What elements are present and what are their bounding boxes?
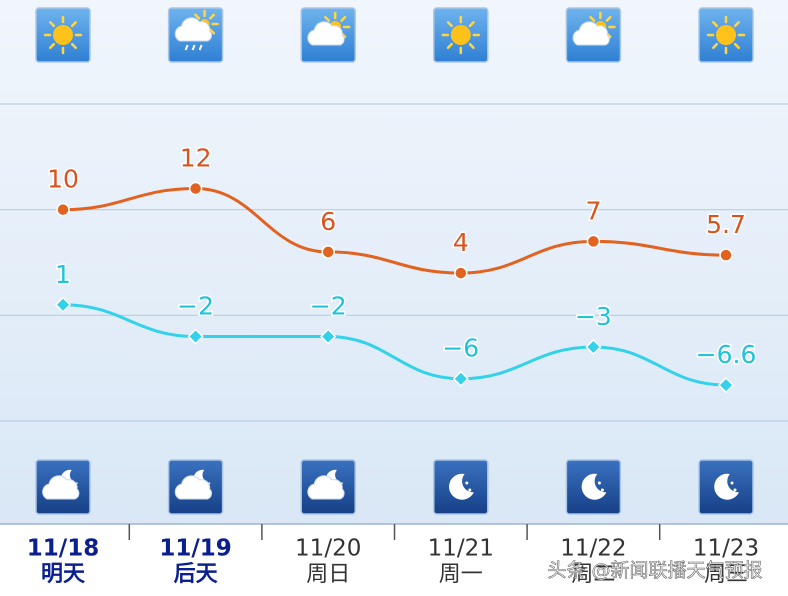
sun-ray	[468, 42, 475, 49]
sun-ray	[70, 42, 77, 49]
sun-ray	[49, 42, 56, 49]
temperature-line	[62, 303, 727, 387]
weather-icon	[565, 459, 622, 515]
value-label: 5.7	[706, 210, 746, 239]
weekday-label: 周日	[306, 562, 350, 587]
point	[717, 376, 735, 394]
weather-icon	[167, 459, 224, 515]
value-label: 4	[453, 228, 469, 257]
value-label: 6	[320, 207, 336, 236]
cloud	[307, 21, 345, 46]
star	[468, 488, 472, 492]
x-tick-label: 11/19	[159, 536, 231, 562]
weather-icon	[167, 7, 224, 63]
value-label: −6.6	[696, 340, 757, 369]
weather-icon	[35, 459, 91, 515]
point	[454, 266, 468, 280]
weather-icon	[698, 459, 754, 515]
x-tick-label: 11/23	[693, 536, 759, 562]
star	[465, 481, 469, 485]
sun-ray	[605, 15, 612, 22]
weather-icon	[300, 7, 356, 63]
moon	[581, 473, 607, 500]
value-label: −2	[177, 291, 214, 320]
value-label: 12	[180, 144, 212, 173]
star	[597, 481, 601, 485]
sun-ray	[712, 21, 719, 28]
x-tick-label: 11/21	[428, 536, 494, 562]
cloud	[174, 17, 212, 42]
sun-ray	[49, 21, 56, 28]
weather-icon	[698, 7, 754, 63]
cloud	[307, 475, 345, 500]
sun-ray	[209, 28, 216, 35]
point	[54, 296, 72, 313]
value-label: −3	[575, 302, 612, 331]
point	[56, 202, 70, 217]
moon	[714, 473, 739, 500]
weather-icon	[433, 7, 489, 63]
sun-ray	[209, 13, 216, 20]
weekday-label: 周三	[704, 562, 748, 587]
point	[320, 328, 337, 345]
sun	[53, 25, 73, 45]
point	[719, 248, 733, 262]
sun-ray	[733, 21, 740, 28]
cloud	[572, 21, 610, 46]
sun-ray	[194, 13, 201, 20]
rain-drop	[198, 44, 203, 51]
point	[188, 181, 203, 196]
sun-ray	[712, 42, 719, 49]
value-label: 1	[55, 260, 71, 289]
sun-ray	[446, 21, 453, 28]
weather-icon	[433, 459, 489, 515]
point	[187, 328, 204, 345]
rain-drop	[184, 44, 189, 51]
weekday-label: 周二	[571, 562, 615, 587]
cloud	[174, 475, 212, 500]
weekday-label: 周一	[439, 562, 483, 587]
sun	[450, 25, 471, 45]
x-tick-label: 11/18	[27, 536, 99, 562]
value-label: −6	[442, 334, 479, 363]
weekday-label: 后天	[174, 562, 219, 587]
watermark: 头条 @新闻联播天气预报	[547, 560, 762, 582]
point	[452, 370, 469, 387]
cloud	[42, 475, 80, 500]
weather-icon	[300, 459, 356, 515]
point	[321, 245, 335, 259]
weather-icon	[565, 7, 622, 63]
weather-icon	[35, 7, 91, 63]
sun	[716, 25, 736, 45]
star	[600, 488, 604, 492]
x-tick-label: 11/20	[295, 536, 361, 562]
point	[586, 234, 601, 249]
value-label: 7	[585, 196, 601, 225]
star	[733, 488, 737, 492]
temperature-line	[62, 187, 727, 275]
sun-ray	[446, 42, 453, 49]
rain-drop	[191, 44, 196, 51]
sun-ray	[589, 15, 596, 22]
value-label: −2	[310, 291, 347, 320]
sun-ray	[340, 15, 347, 22]
sun-ray	[733, 42, 740, 49]
sun-ray	[70, 21, 77, 28]
value-label: 10	[47, 165, 79, 194]
sun-ray	[324, 15, 331, 22]
weekday-label: 明天	[41, 562, 86, 587]
moon	[449, 473, 474, 500]
point	[585, 338, 602, 356]
sun-ray	[468, 21, 475, 28]
star	[730, 481, 734, 485]
x-tick-label: 11/22	[560, 536, 626, 562]
